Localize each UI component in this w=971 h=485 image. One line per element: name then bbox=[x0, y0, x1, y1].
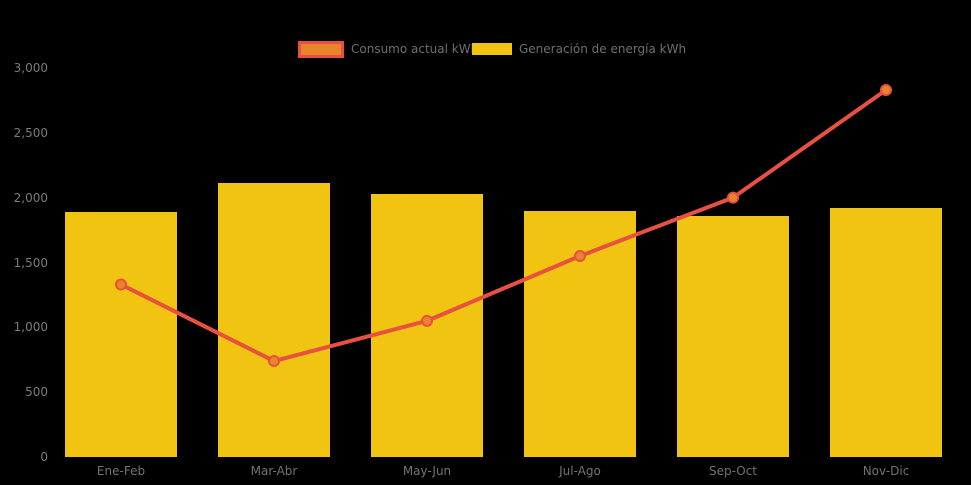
bar-sep-oct[interactable] bbox=[677, 215, 789, 457]
bar-may-jun[interactable] bbox=[371, 193, 483, 457]
bar-nov-dic[interactable] bbox=[830, 208, 942, 457]
x-axis-category-label: May-Jun bbox=[402, 464, 452, 478]
generacion-series-swatch-icon bbox=[472, 43, 512, 55]
x-axis-category-label: Ene-Feb bbox=[96, 464, 146, 478]
x-axis-category-label: Nov-Dic bbox=[862, 464, 910, 478]
x-axis-category-label: Jul-Ago bbox=[559, 464, 601, 478]
legend-item-generacion[interactable]: Generación de energía kWh bbox=[472, 40, 686, 58]
legend-label-consumo: Consumo actual kWh bbox=[351, 42, 479, 56]
bar-ene-feb[interactable] bbox=[65, 211, 177, 457]
y-axis-tick-label: 0 bbox=[40, 450, 48, 464]
x-axis-category-label: Mar-Abr bbox=[250, 464, 298, 478]
y-axis-tick-label: 1,500 bbox=[13, 255, 48, 270]
y-axis-tick-label: 2,000 bbox=[13, 190, 48, 205]
y-axis-tick-label: 1,000 bbox=[13, 320, 48, 335]
y-axis-tick-label: 3,000 bbox=[13, 61, 48, 75]
y-axis-tick-label: 500 bbox=[25, 385, 48, 400]
y-axis-tick-label: 2,500 bbox=[13, 125, 48, 140]
line-marker-sep-oct[interactable] bbox=[727, 191, 739, 204]
consumo-series-swatch-icon bbox=[298, 40, 344, 58]
line-marker-nov-dic[interactable] bbox=[880, 84, 892, 97]
legend-item-consumo[interactable]: Consumo actual kWh bbox=[298, 40, 478, 58]
x-axis-category-label: Sep-Oct bbox=[708, 464, 758, 478]
legend-label-generacion: Generación de energía kWh bbox=[519, 42, 687, 56]
bar-jul-ago[interactable] bbox=[524, 210, 636, 457]
bar-mar-abr[interactable] bbox=[218, 183, 330, 457]
